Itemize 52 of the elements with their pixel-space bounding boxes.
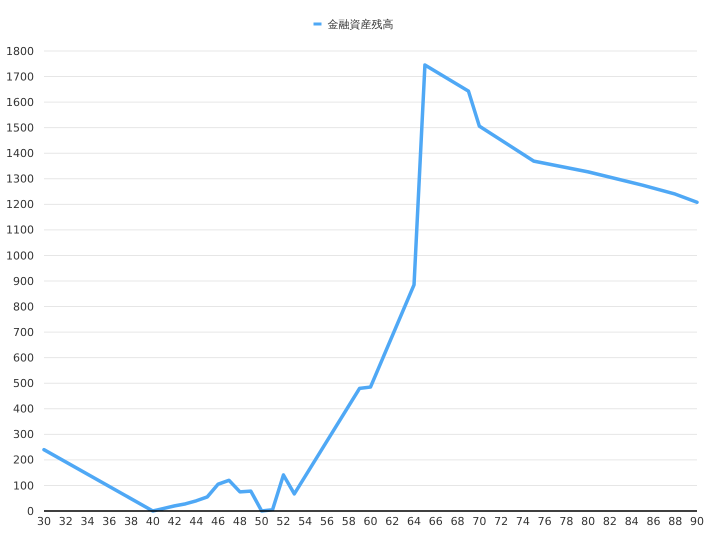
x-tick-label: 78 (559, 515, 574, 528)
x-tick-label: 68 (450, 515, 465, 528)
y-tick-label: 800 (13, 300, 34, 314)
y-tick-label: 200 (13, 454, 34, 467)
x-tick-label: 88 (668, 515, 682, 528)
x-tick-label: 34 (80, 515, 95, 528)
line-series (42, 63, 699, 513)
x-tick-label: 38 (124, 515, 138, 528)
y-tick-label: 700 (13, 326, 34, 339)
x-tick-label: 40 (146, 515, 160, 528)
legend-label: 金融資産残高 (328, 18, 394, 31)
x-tick-label: 90 (690, 515, 704, 528)
x-tick-label: 30 (37, 515, 51, 528)
y-tick-label: 1500 (6, 122, 34, 135)
x-tick-label: 66 (428, 515, 443, 528)
x-tick-label: 82 (602, 515, 617, 528)
x-tick-label: 74 (516, 515, 530, 528)
x-tick-label: 58 (342, 515, 356, 528)
y-tick-label: 0 (27, 504, 34, 518)
x-tick-label: 32 (58, 515, 73, 528)
x-tick-label: 48 (232, 515, 247, 528)
y-tick-label: 900 (13, 274, 34, 288)
x-tick-label: 72 (494, 515, 508, 528)
y-tick-label: 1000 (6, 249, 34, 262)
x-tick-label: 64 (407, 515, 422, 528)
y-tick-label: 1400 (6, 147, 34, 160)
x-tick-label: 86 (646, 515, 660, 528)
x-tick-label: 46 (211, 515, 226, 528)
x-tick-label: 44 (189, 515, 204, 528)
y-tick-label: 500 (13, 377, 34, 390)
x-tick-label: 76 (538, 515, 552, 528)
x-tick-label: 60 (364, 515, 378, 528)
x-tick-label: 36 (102, 515, 116, 528)
y-tick-label: 100 (13, 479, 34, 492)
x-tick-label: 42 (168, 515, 182, 528)
y-tick-label: 1300 (6, 172, 34, 186)
x-tick-label: 54 (298, 515, 312, 528)
y-tick-label: 1200 (6, 198, 34, 212)
y-tick-label: 1600 (6, 96, 34, 109)
y-tick-label: 400 (13, 402, 34, 416)
x-tick-label: 52 (276, 515, 290, 528)
x-tick-label: 62 (385, 515, 400, 528)
x-tick-label: 56 (320, 515, 334, 528)
x-tick-label: 80 (581, 515, 596, 528)
x-tick-label: 50 (254, 515, 269, 528)
y-tick-label: 600 (13, 352, 34, 365)
y-tick-label: 1100 (6, 224, 34, 237)
x-tick-label: 84 (624, 515, 639, 528)
y-tick-label: 1700 (6, 70, 34, 84)
y-tick-label: 300 (13, 428, 34, 442)
x-tick-label: 70 (472, 515, 486, 528)
y-tick-label: 1800 (6, 44, 34, 58)
